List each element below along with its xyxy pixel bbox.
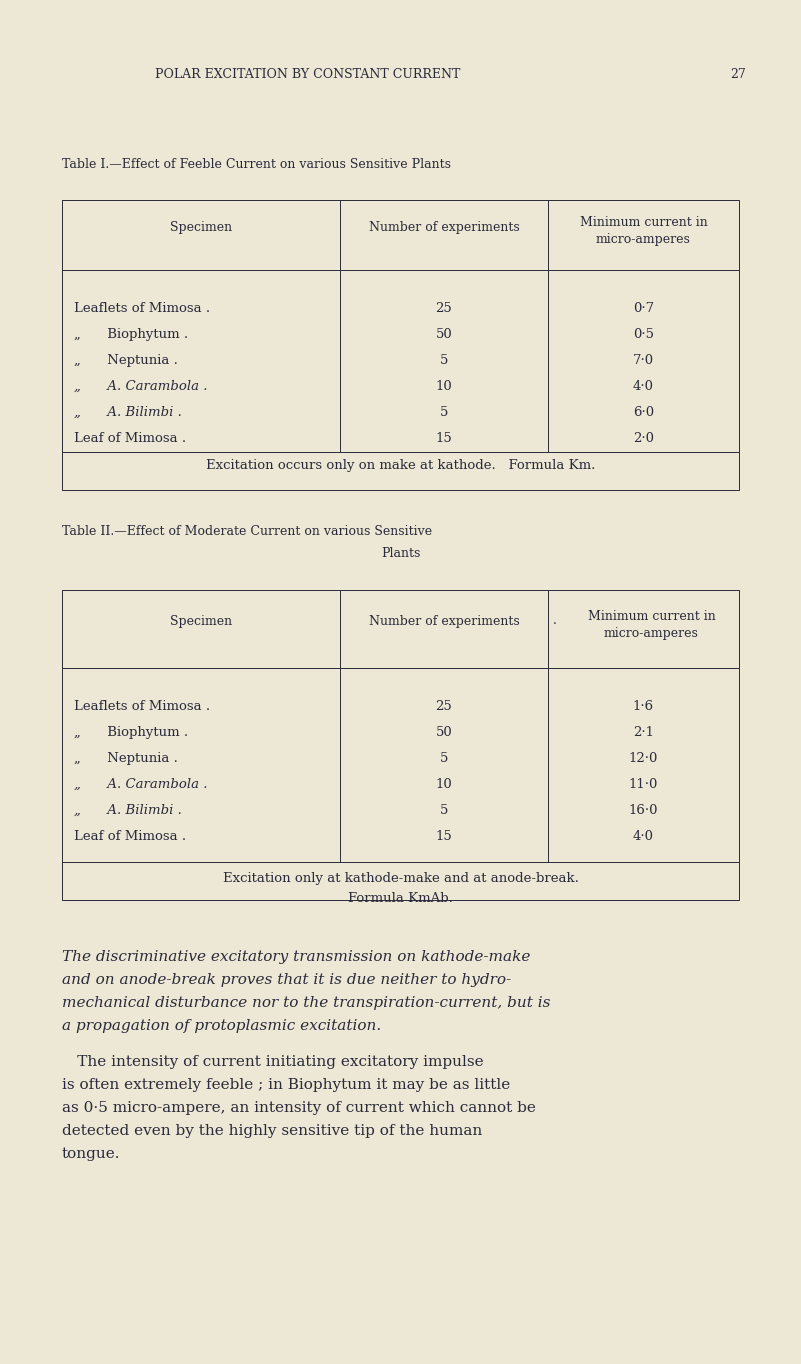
Text: POLAR EXCITATION BY CONSTANT CURRENT: POLAR EXCITATION BY CONSTANT CURRENT bbox=[155, 68, 461, 80]
Text: detected even by the highly sensitive tip of the human: detected even by the highly sensitive ti… bbox=[62, 1124, 482, 1138]
Text: Specimen: Specimen bbox=[170, 615, 232, 627]
Text: 15: 15 bbox=[436, 831, 453, 843]
Text: „  Biophytum .: „ Biophytum . bbox=[74, 726, 188, 739]
Text: The intensity of current initiating excitatory impulse: The intensity of current initiating exci… bbox=[62, 1054, 484, 1069]
Text: Number of experiments: Number of experiments bbox=[368, 221, 519, 233]
Text: 5: 5 bbox=[440, 803, 449, 817]
Text: Excitation only at kathode-make and at anode-break.: Excitation only at kathode-make and at a… bbox=[223, 872, 578, 885]
Text: 7·0: 7·0 bbox=[633, 355, 654, 367]
Text: .: . bbox=[553, 615, 557, 627]
Text: 25: 25 bbox=[436, 700, 453, 713]
Text: 50: 50 bbox=[436, 327, 453, 341]
Text: 5: 5 bbox=[440, 752, 449, 765]
Text: 1·6: 1·6 bbox=[633, 700, 654, 713]
Text: Minimum current in: Minimum current in bbox=[580, 217, 707, 229]
Text: is often extremely feeble ; in Biophytum it may be as little: is often extremely feeble ; in Biophytum… bbox=[62, 1078, 510, 1093]
Text: 50: 50 bbox=[436, 726, 453, 739]
Text: 2·1: 2·1 bbox=[633, 726, 654, 739]
Text: 5: 5 bbox=[440, 406, 449, 419]
Text: Excitation occurs only on make at kathode.   Formula Km.: Excitation occurs only on make at kathod… bbox=[206, 458, 595, 472]
Text: „  A. Bilimbi .: „ A. Bilimbi . bbox=[74, 406, 182, 419]
Text: a propagation of protoplasmic excitation.: a propagation of protoplasmic excitation… bbox=[62, 1019, 381, 1033]
Text: micro-amperes: micro-amperes bbox=[604, 626, 699, 640]
Text: 4·0: 4·0 bbox=[633, 831, 654, 843]
Text: The discriminative excitatory transmission on kathode-make: The discriminative excitatory transmissi… bbox=[62, 949, 530, 964]
Text: Specimen: Specimen bbox=[170, 221, 232, 233]
Text: as 0·5 micro-ampere, an intensity of current which cannot be: as 0·5 micro-ampere, an intensity of cur… bbox=[62, 1101, 536, 1114]
Text: 10: 10 bbox=[436, 381, 453, 393]
Text: Leaflets of Mimosa .: Leaflets of Mimosa . bbox=[74, 301, 210, 315]
Text: „  Neptunia .: „ Neptunia . bbox=[74, 355, 178, 367]
Text: 0·5: 0·5 bbox=[633, 327, 654, 341]
Text: Table II.—Effect of Moderate Current on various Sensitive: Table II.—Effect of Moderate Current on … bbox=[62, 525, 432, 537]
Text: Leaf of Mimosa .: Leaf of Mimosa . bbox=[74, 831, 186, 843]
Text: micro-amperes: micro-amperes bbox=[596, 232, 691, 246]
Text: „  A. Carambola .: „ A. Carambola . bbox=[74, 777, 207, 791]
Text: 2·0: 2·0 bbox=[633, 432, 654, 445]
Text: „  A. Carambola .: „ A. Carambola . bbox=[74, 381, 207, 393]
Text: 10: 10 bbox=[436, 777, 453, 791]
Text: 0·7: 0·7 bbox=[633, 301, 654, 315]
Text: Table I.—Effect of Feeble Current on various Sensitive Plants: Table I.—Effect of Feeble Current on var… bbox=[62, 158, 451, 170]
Text: Formula KmAb.: Formula KmAb. bbox=[348, 892, 453, 904]
Text: 4·0: 4·0 bbox=[633, 381, 654, 393]
Text: Leaf of Mimosa .: Leaf of Mimosa . bbox=[74, 432, 186, 445]
Text: „  Neptunia .: „ Neptunia . bbox=[74, 752, 178, 765]
Text: 15: 15 bbox=[436, 432, 453, 445]
Text: Number of experiments: Number of experiments bbox=[368, 615, 519, 627]
Text: Leaflets of Mimosa .: Leaflets of Mimosa . bbox=[74, 700, 210, 713]
Text: 11·0: 11·0 bbox=[629, 777, 658, 791]
Text: Plants: Plants bbox=[380, 547, 421, 561]
Text: Minimum current in: Minimum current in bbox=[588, 611, 715, 623]
Text: „  A. Bilimbi .: „ A. Bilimbi . bbox=[74, 803, 182, 817]
Text: mechanical disturbance nor to the transpiration-current, but is: mechanical disturbance nor to the transp… bbox=[62, 996, 550, 1009]
Text: 6·0: 6·0 bbox=[633, 406, 654, 419]
Text: 16·0: 16·0 bbox=[629, 803, 658, 817]
Text: 25: 25 bbox=[436, 301, 453, 315]
Text: and on anode-break proves that it is due neither to hydro-: and on anode-break proves that it is due… bbox=[62, 973, 511, 988]
Text: 5: 5 bbox=[440, 355, 449, 367]
Text: 27: 27 bbox=[730, 68, 746, 80]
Text: „  Biophytum .: „ Biophytum . bbox=[74, 327, 188, 341]
Text: tongue.: tongue. bbox=[62, 1147, 120, 1161]
Text: 12·0: 12·0 bbox=[629, 752, 658, 765]
